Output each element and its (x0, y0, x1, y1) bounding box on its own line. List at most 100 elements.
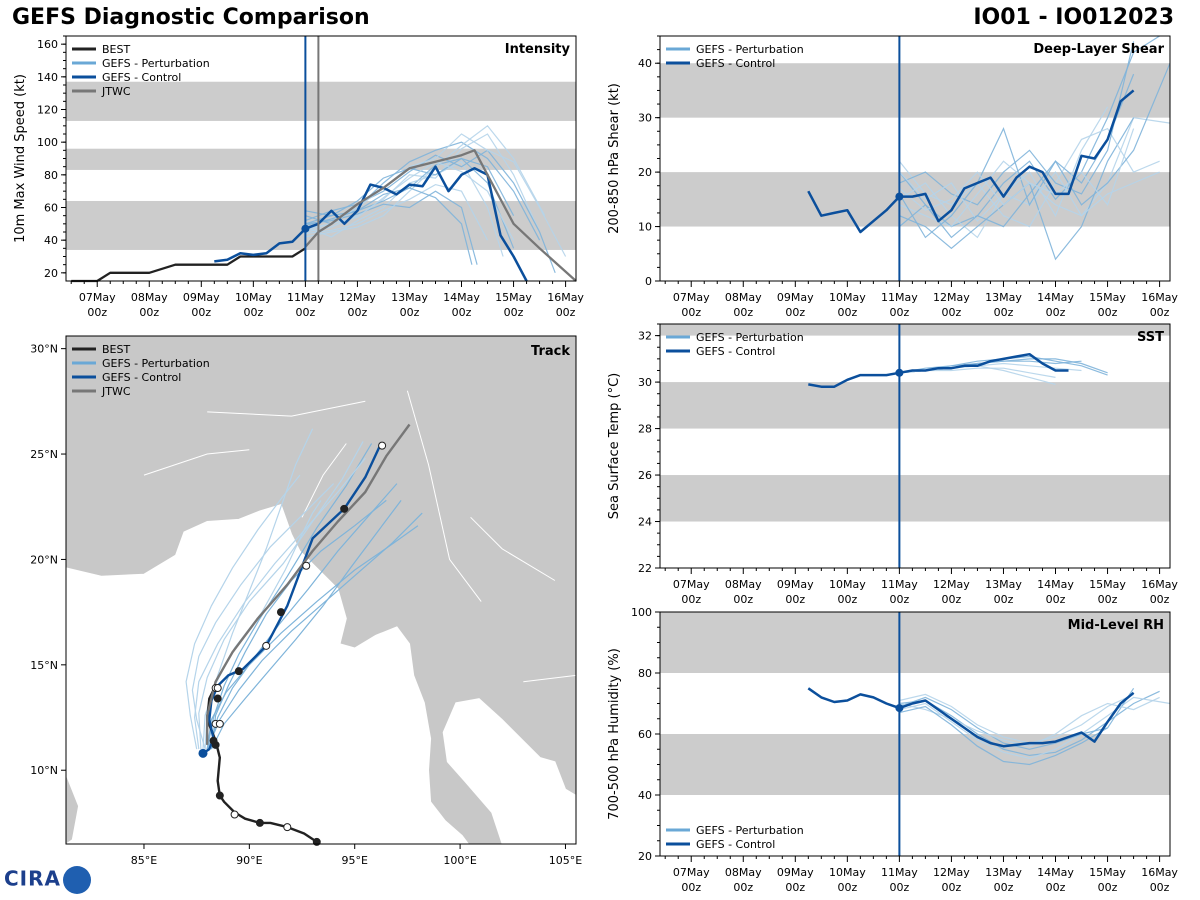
rh-xtick-label: 11May (881, 866, 918, 879)
track-perturbation-member (210, 500, 402, 750)
track-perturbation-member (198, 441, 364, 750)
intensity-title: Intensity (505, 42, 571, 57)
sst-frame (659, 323, 1171, 569)
shear-xtick-label: 00z (889, 306, 909, 319)
intensity-ytick-label: 120 (37, 104, 58, 117)
sst-series-gefs-control (808, 352, 1069, 388)
rh-panel: 20 40 60 80 100 07May 00z 08May 00z 09May 00z 10May… (607, 606, 1178, 894)
rh-ytick-label: 60 (638, 728, 652, 741)
track-ytick-label: 20°N (30, 553, 58, 566)
shear-xtick-label: 15May (1089, 291, 1126, 304)
shear-xtick-label: 16May (1141, 291, 1178, 304)
shear-xtick-label: 14May (1037, 291, 1074, 304)
sst-ytick-label: 22 (638, 562, 652, 575)
country-border (207, 400, 366, 417)
sri-lanka-landmass (66, 774, 80, 844)
shear-xtick-label: 00z (837, 306, 857, 319)
rh-threshold-band (660, 612, 1170, 673)
track-legend-label: JTWC (101, 385, 131, 398)
intensity-xtick-label: 00z (87, 306, 107, 319)
best-track-marker (209, 736, 218, 745)
globe-icon (63, 866, 91, 894)
shear-ytick-label: 0 (645, 275, 652, 288)
mainland-landmass (66, 336, 576, 844)
track-ytick-label: 30°N (30, 343, 58, 356)
shear-xtick-label: 00z (1150, 306, 1170, 319)
rh-perturbation-member (899, 705, 1108, 766)
sst-ytick-label: 32 (638, 330, 652, 343)
sst-ytick-label: 24 (638, 516, 652, 529)
shear-xtick-label: 11May (881, 291, 918, 304)
sst-xtick-label: 00z (1098, 593, 1118, 606)
track-series-jtwc (205, 423, 411, 745)
best-track-marker (255, 818, 264, 827)
intensity-ytick-label: 140 (37, 71, 58, 84)
sst-xtick-label: 08May (725, 578, 762, 591)
intensity-xtick-label: 00z (191, 306, 211, 319)
intensity-ytick-label: 160 (37, 38, 58, 51)
sst-threshold-band (660, 475, 1170, 522)
sst-xtick-label: 15May (1089, 578, 1126, 591)
intensity-perturbation-member (305, 183, 489, 241)
sst-xtick-label: 10May (829, 578, 866, 591)
page-title: GEFS Diagnostic Comparison (12, 5, 370, 30)
rh-init-marker (895, 704, 904, 713)
sst-xtick-label: 00z (681, 593, 701, 606)
best-track-marker (213, 694, 222, 703)
shear-xtick-label: 12May (933, 291, 970, 304)
rh-xtick-label: 07May (673, 866, 710, 879)
intensity-legend-label: BEST (102, 43, 130, 56)
track-frame (65, 335, 577, 845)
intensity-series-gefs-control (214, 165, 528, 282)
intensity-ytick-label: 100 (37, 136, 58, 149)
intensity-xtick-label: 07May (79, 291, 116, 304)
intensity-perturbation-member (305, 124, 546, 238)
shear-xtick-label: 13May (985, 291, 1022, 304)
rh-legend-label: GEFS - Control (696, 838, 775, 851)
intensity-panel: 20 40 60 80 100 120 140 160 07May 00z 08May 00z 09Ma… (13, 35, 584, 319)
best-track-marker (234, 667, 243, 676)
shear-xtick-label: 00z (681, 306, 701, 319)
intensity-xtick-label: 09May (183, 291, 220, 304)
sst-threshold-band (660, 324, 1170, 336)
intensity-xtick-label: 12May (339, 291, 376, 304)
intensity-xtick-label: 00z (556, 306, 576, 319)
rh-ylabel: 700-500 hPa Humidity (%) (607, 648, 622, 820)
rh-xtick-label: 00z (681, 881, 701, 894)
control-init-marker (198, 748, 208, 758)
shear-series-gefs-control (807, 89, 1135, 234)
country-border (406, 390, 482, 602)
forecast-marker (215, 719, 224, 728)
intensity-xtick-label: 16May (547, 291, 584, 304)
intensity-ytick-label: 80 (44, 169, 58, 182)
track-legend-label: BEST (102, 343, 130, 356)
shear-threshold-band (660, 63, 1170, 118)
intensity-xtick-label: 10May (235, 291, 272, 304)
sst-xtick-label: 09May (777, 578, 814, 591)
shear-panel: 0 10 20 30 40 07May 00z 08May 00z 09May 00z 10May 00… (607, 35, 1178, 319)
intensity-legend-label: GEFS - Control (102, 71, 181, 84)
intensity-perturbation-member (305, 161, 504, 257)
rh-xtick-label: 09May (777, 866, 814, 879)
track-perturbation-member (210, 499, 387, 750)
rh-perturbation-member (899, 696, 1160, 747)
shear-perturbation-member (899, 128, 1135, 211)
best-track-marker (276, 608, 285, 617)
rh-legend-label: GEFS - Perturbation (696, 824, 804, 837)
track-perturbation-member (206, 443, 373, 750)
track-perturbation-member (208, 483, 398, 750)
country-border (470, 516, 556, 581)
shear-perturbation-member (899, 62, 1171, 239)
sst-xtick-label: 00z (994, 593, 1014, 606)
intensity-series-best (71, 247, 307, 283)
forecast-marker (302, 561, 311, 570)
shear-perturbation-member (898, 127, 1160, 228)
intensity-xtick-label: 13May (391, 291, 428, 304)
track-xtick-label: 105°E (549, 854, 582, 867)
shear-xtick-label: 00z (733, 306, 753, 319)
rh-perturbation-member (899, 687, 1135, 750)
track-legend-label: GEFS - Perturbation (102, 357, 210, 370)
shear-init-marker (895, 192, 904, 201)
sst-title: SST (1137, 330, 1164, 345)
